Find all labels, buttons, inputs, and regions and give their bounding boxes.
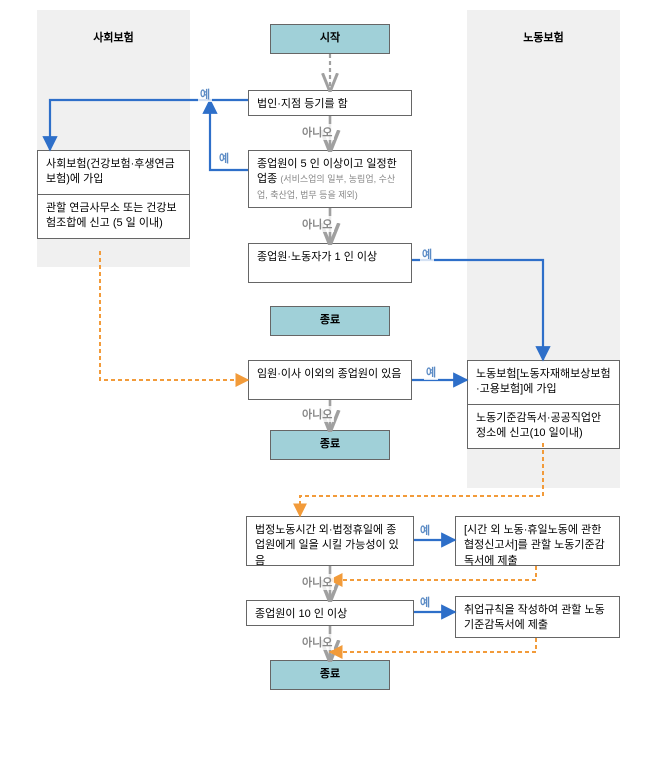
social-row1: 사회보험(건강보험·후생연금보험)에 가입 [46,158,175,185]
edge-label-yes: 예 [424,364,438,380]
labor-insurance-box: 노동보험[노동자재해보상보험·고용보험]에 가입 노동기준감독서·공공직업안정소… [467,360,620,449]
header-right-text: 노동보험 [523,31,563,46]
node-non-officer: 임원·이사 이외의 종업원이 있음 [248,360,412,400]
labor-row1: 노동보험[노동자재해보상보험·고용보험]에 가입 [476,368,611,395]
end-1-text: 종료 [320,313,340,328]
work-rules-text: 취업규칙을 작성하여 관할 노동기준감독서에 제출 [464,604,605,631]
edge-label-yes: 예 [217,150,231,166]
social-row2: 관할 연금사무소 또는 건강보험조합에 신고 (5 일 이내) [46,202,177,229]
node-1-employee: 종업원·노동자가 1 인 이상 [248,243,412,283]
header-left: 사회보험 [66,24,161,54]
work-rules-box: 취업규칙을 작성하여 관할 노동기준감독서에 제출 [455,596,620,638]
node-overtime: 법정노동시간 외·법정휴일에 종업원에게 일을 시킬 가능성이 있음 [246,516,414,566]
node-registration-text: 법인·지점 등기를 함 [257,98,348,110]
end-2: 종료 [270,430,390,460]
edge-label-no: 아니오 [300,124,334,140]
header-center: 시작 [270,24,390,54]
node-10-employees-text: 종업원이 10 인 이상 [255,608,347,620]
node-1-employee-text: 종업원·노동자가 1 인 이상 [257,251,377,263]
node-overtime-text: 법정노동시간 외·법정휴일에 종업원에게 일을 시킬 가능성이 있음 [255,524,399,567]
edge-label-yes: 예 [418,522,432,538]
edge-label-no: 아니오 [300,406,334,422]
edge-label-yes: 예 [420,246,434,262]
end-1: 종료 [270,306,390,336]
labor-row2: 노동기준감독서·공공직업안정소에 신고(10 일이내) [476,412,601,439]
social-insurance-box: 사회보험(건강보험·후생연금보험)에 가입 관할 연금사무소 또는 건강보험조합… [37,150,190,239]
end-2-text: 종료 [320,437,340,452]
edge-label-yes: 예 [418,594,432,610]
overtime-agreement-box: [시간 외 노동·휴일노동에 관한 협정신고서]를 관할 노동기준감독서에 제출 [455,516,620,566]
node-registration: 법인·지점 등기를 함 [248,90,412,116]
overtime-agreement-text: [시간 외 노동·휴일노동에 관한 협정신고서]를 관할 노동기준감독서에 제출 [464,524,605,567]
edge-label-no: 아니오 [300,216,334,232]
node-10-employees: 종업원이 10 인 이상 [246,600,414,626]
node-5-employees: 종업원이 5 인 이상이고 일정한 업종 (서비스업의 일부, 농림업, 수산업… [248,150,412,208]
end-3: 종료 [270,660,390,690]
header-left-text: 사회보험 [93,31,133,46]
edge-label-no: 아니오 [300,634,334,650]
node-non-officer-text: 임원·이사 이외의 종업원이 있음 [257,368,401,380]
header-center-text: 시작 [320,31,340,46]
node-5-employees-sub: (서비스업의 일부, 농림업, 수산업, 축산업, 법무 등을 제외) [257,174,395,199]
header-right: 노동보험 [496,24,591,54]
edge-label-no: 아니오 [300,574,334,590]
edge-label-yes: 예 [198,86,212,102]
end-3-text: 종료 [320,667,340,682]
